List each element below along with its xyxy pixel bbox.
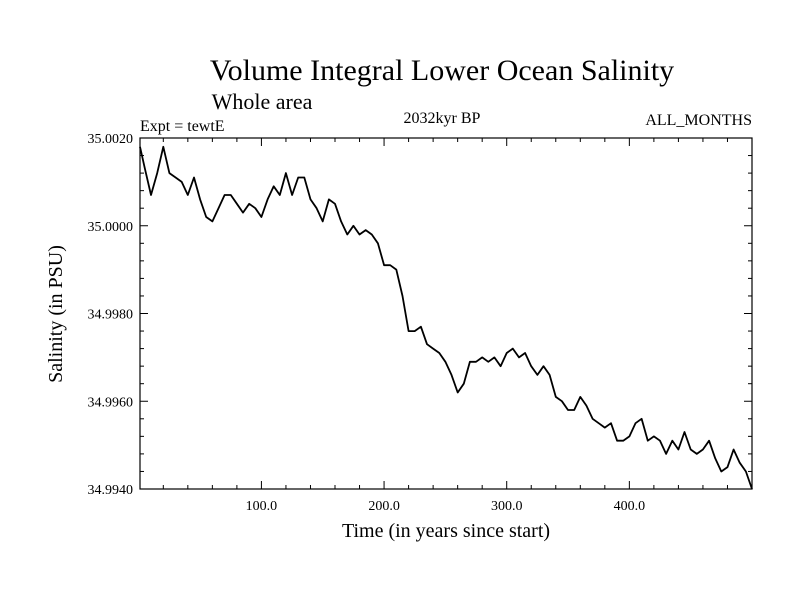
y-tick-label: 35.0000 bbox=[88, 220, 134, 235]
chart-title: Volume Integral Lower Ocean Salinity bbox=[210, 54, 674, 87]
y-tick-label: 34.9940 bbox=[88, 483, 134, 498]
y-tick-label: 34.9960 bbox=[88, 395, 134, 410]
expt-label: Expt = tewtE bbox=[140, 118, 225, 135]
x-axis-label: Time (in years since start) bbox=[342, 520, 550, 542]
plot-frame bbox=[139, 137, 753, 490]
months-label: ALL_MONTHS bbox=[645, 112, 752, 129]
x-tick-label: 200.0 bbox=[368, 499, 400, 514]
x-tick-label: 100.0 bbox=[246, 499, 278, 514]
y-tick-label: 35.0020 bbox=[88, 132, 134, 147]
period-label: 2032kyr BP bbox=[404, 110, 481, 127]
y-tick-label: 34.9980 bbox=[88, 308, 134, 323]
x-axis-ticks: 100.0 200.0 300.0 400.0 bbox=[162, 138, 728, 514]
chart-subtitle: Whole area bbox=[212, 89, 313, 114]
x-tick-label: 300.0 bbox=[491, 499, 523, 514]
y-axis-ticks: 34.9940 34.9960 34.9980 35.0000 35.0020 bbox=[88, 132, 752, 498]
x-tick-label: 400.0 bbox=[614, 499, 646, 514]
y-axis-label: Salinity (in PSU) bbox=[45, 245, 67, 383]
salinity-series-line bbox=[139, 145, 753, 490]
